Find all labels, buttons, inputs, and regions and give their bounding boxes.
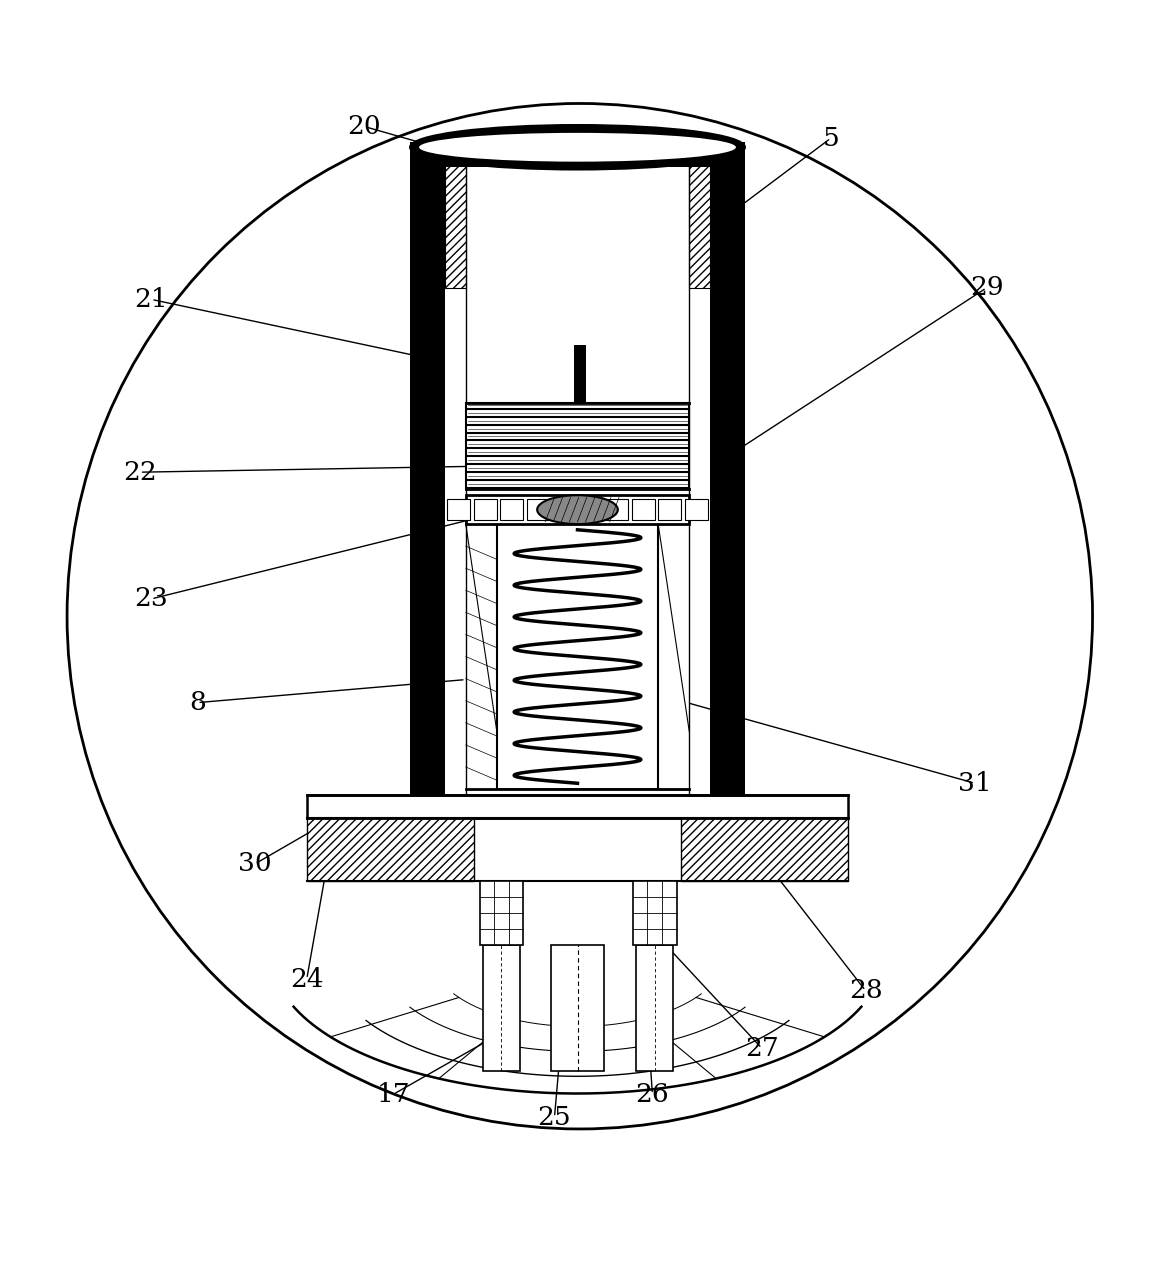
- Text: 31: 31: [959, 770, 992, 796]
- Bar: [658, 499, 681, 521]
- Bar: [633, 882, 677, 945]
- Bar: [410, 150, 445, 818]
- Text: 29: 29: [970, 275, 1004, 300]
- Text: 26: 26: [635, 1082, 669, 1107]
- Bar: [690, 150, 710, 288]
- Bar: [483, 945, 520, 1072]
- Text: 5: 5: [822, 125, 840, 151]
- Bar: [605, 499, 628, 521]
- Text: 20: 20: [348, 114, 381, 139]
- Bar: [527, 499, 550, 521]
- Text: 21: 21: [134, 286, 167, 312]
- Bar: [500, 499, 523, 521]
- Text: 28: 28: [849, 978, 882, 1003]
- Text: 30: 30: [238, 851, 271, 877]
- Bar: [465, 150, 690, 818]
- Text: 25: 25: [537, 1105, 572, 1130]
- Bar: [632, 499, 655, 521]
- Bar: [474, 499, 497, 521]
- Bar: [307, 818, 474, 882]
- Bar: [574, 346, 586, 403]
- Text: 27: 27: [745, 1036, 778, 1060]
- Bar: [710, 150, 745, 818]
- Bar: [445, 150, 465, 288]
- Bar: [307, 794, 848, 818]
- Bar: [465, 495, 690, 525]
- Bar: [685, 499, 708, 521]
- Ellipse shape: [419, 133, 736, 162]
- Text: 17: 17: [377, 1082, 410, 1107]
- Bar: [479, 882, 523, 945]
- Bar: [410, 142, 745, 167]
- Bar: [447, 499, 470, 521]
- Bar: [551, 945, 604, 1072]
- Bar: [465, 403, 690, 489]
- Ellipse shape: [537, 495, 618, 525]
- Text: 22: 22: [122, 460, 157, 485]
- Text: 8: 8: [189, 691, 206, 715]
- Text: 23: 23: [134, 587, 169, 612]
- Bar: [681, 818, 848, 882]
- Ellipse shape: [410, 125, 745, 170]
- Bar: [636, 945, 673, 1072]
- Text: 24: 24: [290, 967, 323, 992]
